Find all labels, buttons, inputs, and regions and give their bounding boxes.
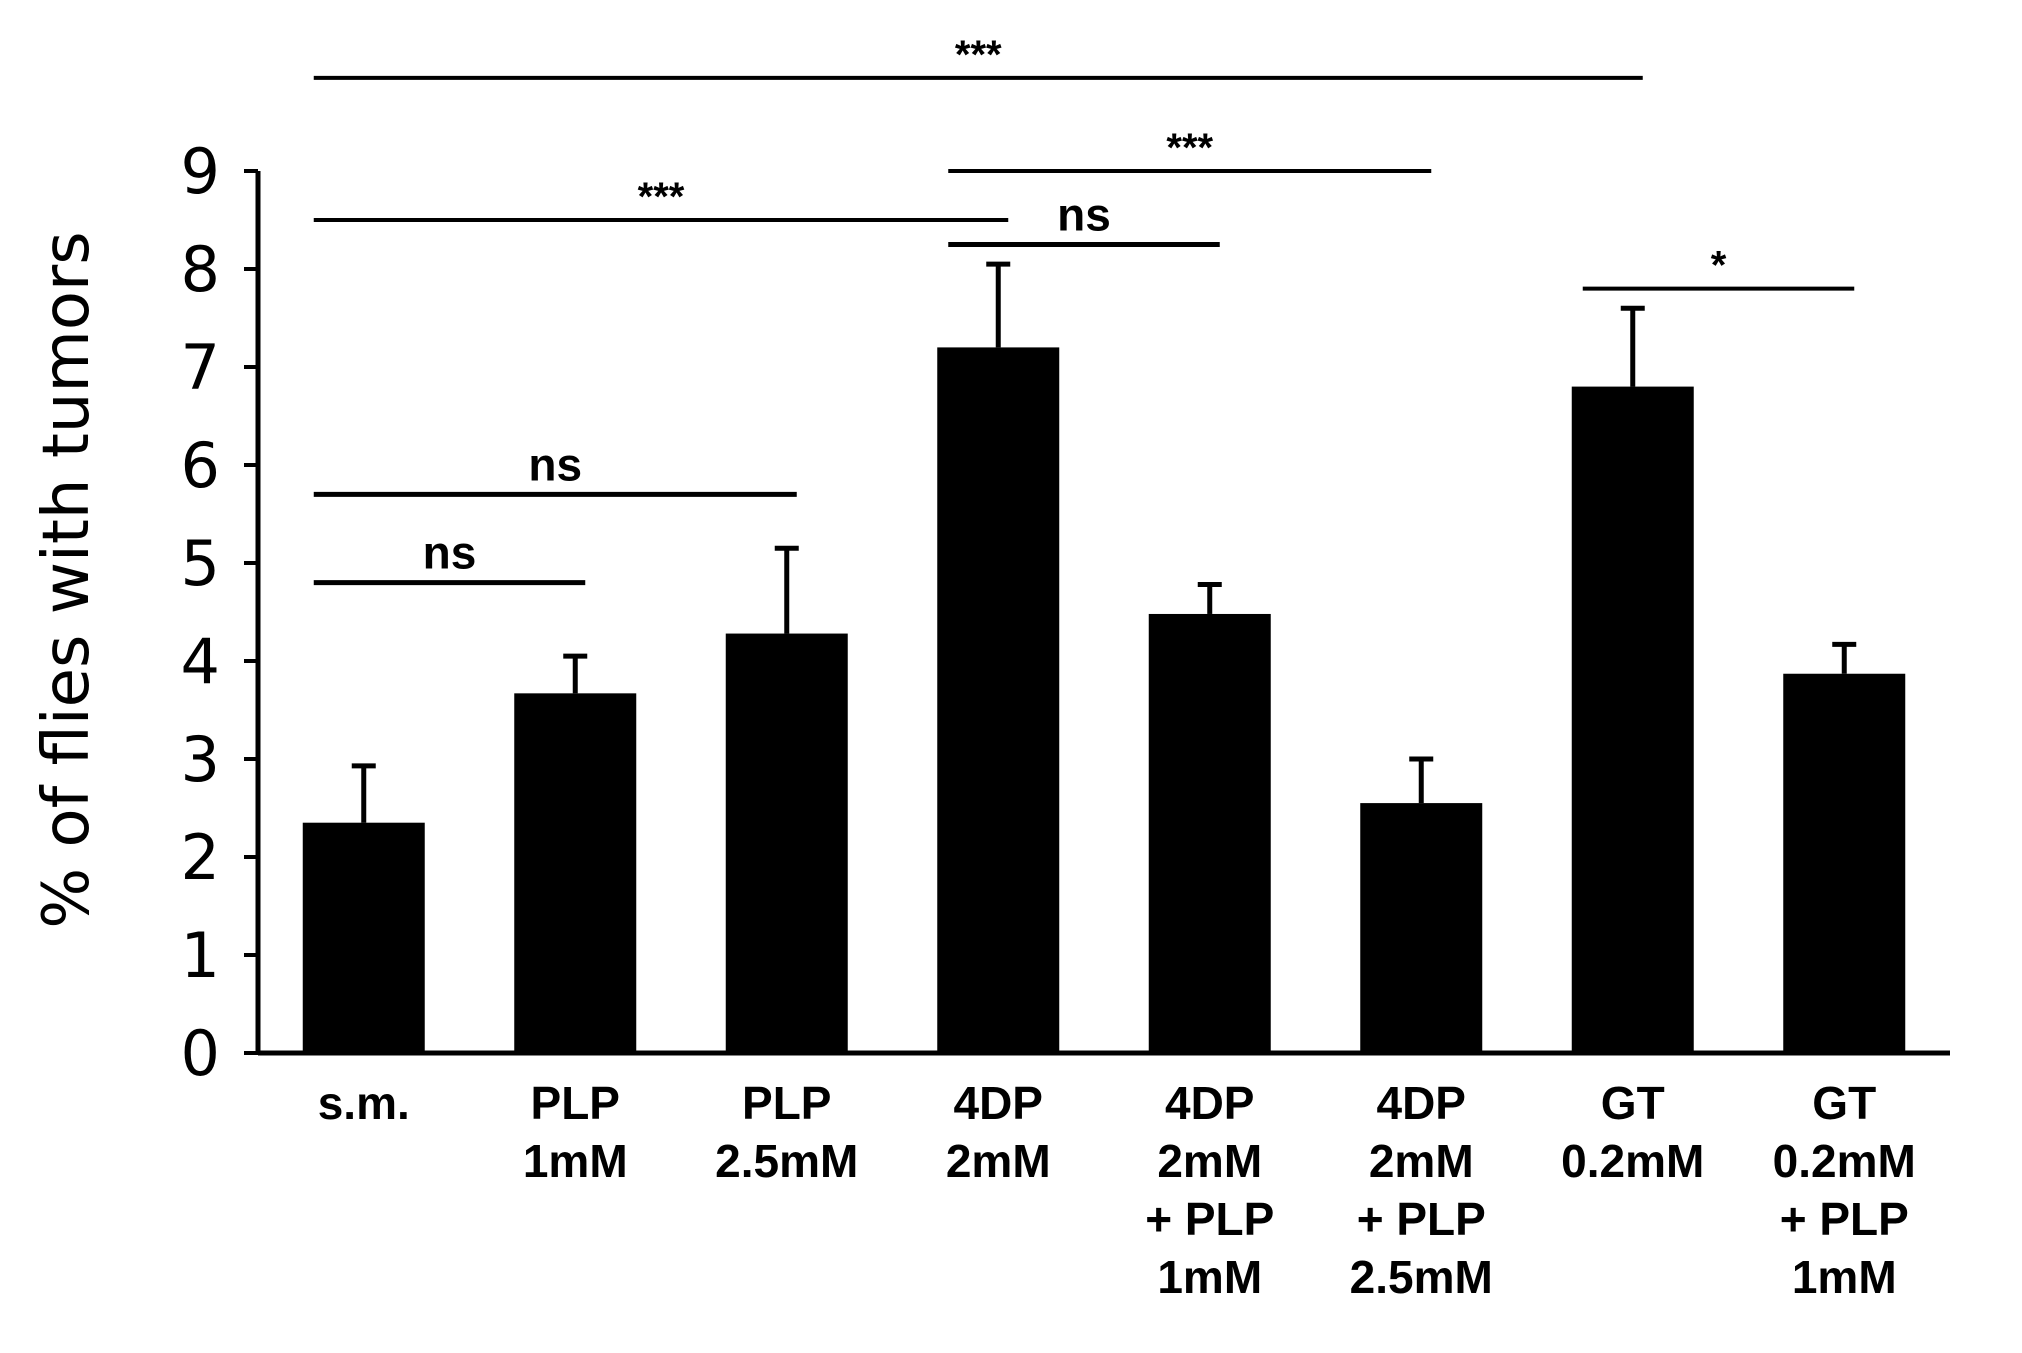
x-tick-label-line: 4DP xyxy=(1377,1077,1466,1129)
x-tick-label: 4DP 2mM + PLP 2.5mM xyxy=(1350,1077,1493,1303)
x-tick-label-line: PLP xyxy=(742,1077,831,1129)
x-tick-label-line: 2.5mM xyxy=(715,1135,858,1187)
bar xyxy=(1571,386,1694,1054)
x-tick-label-line: GT xyxy=(1601,1077,1665,1129)
y-tick-label: 9 xyxy=(181,135,220,208)
x-tick-label-line: 1mM xyxy=(1157,1251,1262,1303)
y-tick-label: 5 xyxy=(181,527,220,600)
x-tick-label-line: + PLP xyxy=(1780,1193,1909,1245)
bar xyxy=(1783,673,1906,1053)
significance-label: *** xyxy=(955,33,1002,77)
y-tick-label: 2 xyxy=(181,821,220,894)
x-tick-label-line: + PLP xyxy=(1145,1193,1274,1245)
bar xyxy=(937,347,1060,1053)
significance-label: *** xyxy=(638,175,685,219)
significance-label: * xyxy=(1711,244,1727,288)
significance-label: ns xyxy=(423,527,477,579)
bar xyxy=(302,822,425,1053)
bar xyxy=(1360,803,1483,1053)
x-tick-label: PLP 1mM xyxy=(523,1077,628,1187)
x-tick-label-line: 1mM xyxy=(1792,1251,1897,1303)
x-tick-label-line: s.m. xyxy=(318,1077,410,1129)
x-tick-label-line: 2mM xyxy=(1369,1135,1474,1187)
x-tick-label: 4DP 2mM + PLP 1mM xyxy=(1145,1077,1274,1303)
x-tick-label-line: 2mM xyxy=(1157,1135,1262,1187)
x-tick-label-line: + PLP xyxy=(1357,1193,1486,1245)
x-tick-label: GT 0.2mM + PLP 1mM xyxy=(1773,1077,1916,1303)
y-tick-label: 3 xyxy=(181,723,220,796)
x-tick-label-line: 2.5mM xyxy=(1350,1251,1493,1303)
y-tick-label: 4 xyxy=(181,625,220,698)
x-tick-label-line: PLP xyxy=(531,1077,620,1129)
bar xyxy=(725,633,848,1053)
x-tick-label-line: 2mM xyxy=(946,1135,1051,1187)
x-tick-label-line: GT xyxy=(1812,1077,1876,1129)
bar xyxy=(1148,613,1271,1053)
x-tick-label: GT 0.2mM xyxy=(1561,1077,1704,1187)
y-tick-label: 7 xyxy=(181,331,220,404)
y-tick-label: 6 xyxy=(181,429,220,502)
significance-label: *** xyxy=(1166,126,1213,170)
bar xyxy=(514,693,637,1053)
significance-label: ns xyxy=(528,438,582,490)
x-tick-label-line: 0.2mM xyxy=(1773,1135,1916,1187)
x-tick-label: 4DP 2mM xyxy=(946,1077,1051,1187)
x-tick-label-line: 1mM xyxy=(523,1135,628,1187)
x-tick-label-line: 4DP xyxy=(954,1077,1043,1129)
x-tick-label: s.m. xyxy=(318,1077,410,1129)
x-tick-label: PLP 2.5mM xyxy=(715,1077,858,1187)
y-tick-label: 1 xyxy=(181,919,220,992)
x-tick-label-line: 0.2mM xyxy=(1561,1135,1704,1187)
significance-label: ns xyxy=(1057,189,1111,241)
y-tick-label: 0 xyxy=(181,1017,220,1090)
x-tick-label-line: 4DP xyxy=(1165,1077,1254,1129)
y-tick-label: 8 xyxy=(181,233,220,306)
y-axis-label: % of flies with tumors xyxy=(30,231,104,928)
